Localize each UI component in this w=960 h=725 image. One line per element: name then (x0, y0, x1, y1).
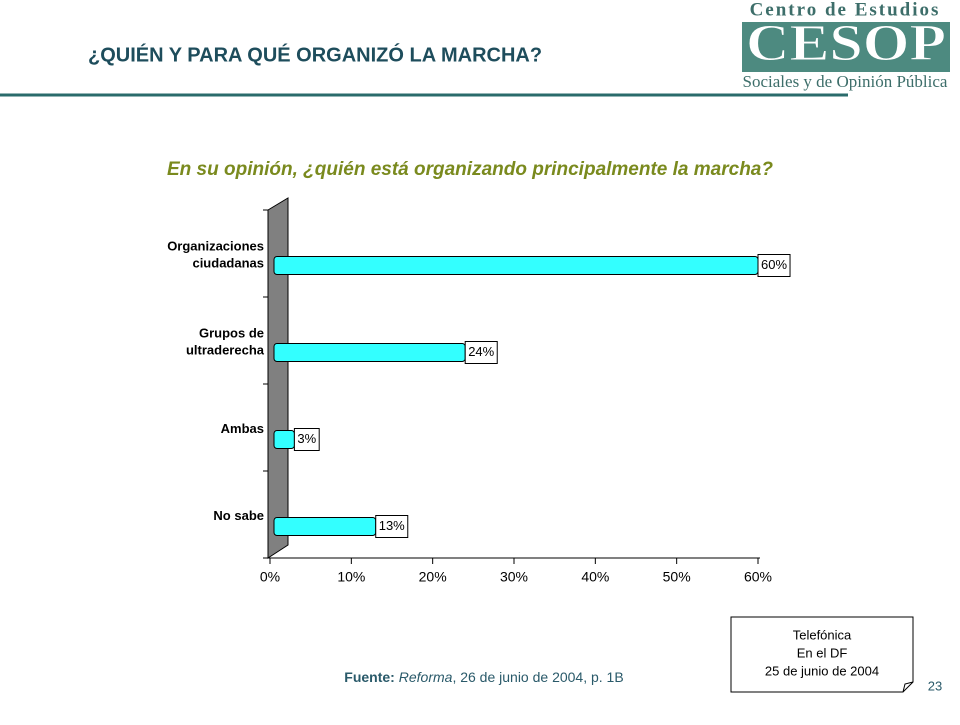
y-tick-label: ciudadanas (192, 255, 264, 270)
slide-title: ¿QUIÉN Y PARA QUÉ ORGANIZÓ LA MARCHA? (88, 42, 542, 66)
y-tick-label: Ambas (221, 421, 264, 436)
plot: 0% 10% 20% 30% 40% 50% 60% Organizaciones ciudad… (167, 209, 791, 585)
logo: Centro de Estudios CESOP Sociales y de O… (742, 0, 950, 91)
y-tick-label: No sabe (213, 508, 264, 523)
logo-band (742, 22, 950, 72)
value-label-box (464, 341, 498, 364)
chart-wall (267, 197, 289, 559)
x-tick-label: 50% (663, 569, 691, 585)
page-number: 23 (928, 678, 942, 693)
value-label: 13% (379, 518, 405, 533)
value-label: 3% (297, 431, 316, 446)
bar (273, 343, 466, 362)
source-label: Fuente: (344, 669, 395, 685)
value-label-box (293, 428, 320, 451)
x-tick-label: 10% (337, 569, 365, 585)
source-rest: , 26 de junio de 2004, p. 1B (452, 669, 623, 685)
note-line: En el DF (797, 645, 848, 660)
note-box (730, 616, 914, 693)
value-label-box (757, 254, 791, 277)
note-line: 25 de junio de 2004 (765, 663, 879, 678)
x-tick-label: 0% (260, 569, 280, 585)
logo-mark: CESOP (746, 15, 946, 72)
value-label: 60% (761, 257, 787, 272)
value-label-box (375, 515, 409, 538)
x-tick-label: 20% (419, 569, 447, 585)
value-label: 24% (468, 344, 494, 359)
logo-top: Centro de Estudios (750, 0, 941, 20)
note-fold (902, 681, 914, 693)
note-line: Telefónica (793, 627, 852, 642)
bar (273, 256, 759, 275)
chart-title: En su opinión, ¿quién está organizando p… (167, 159, 773, 180)
y-tick-label: ultraderecha (186, 342, 265, 357)
x-tick-label: 30% (500, 569, 528, 585)
x-tick-label: 40% (581, 569, 609, 585)
y-tick-label: Organizaciones (167, 238, 264, 253)
logo-bottom: Sociales y de Opinión Pública (743, 72, 948, 91)
x-tick-label: 60% (744, 569, 772, 585)
bar (273, 430, 295, 449)
source: Fuente: Reforma, 26 de junio de 2004, p.… (344, 669, 623, 685)
bar (273, 517, 377, 536)
y-tick-label: Grupos de (199, 325, 264, 340)
source-text: Fuente: Reforma, 26 de junio de 2004, p.… (344, 669, 623, 685)
source-publication: Reforma (399, 669, 453, 685)
